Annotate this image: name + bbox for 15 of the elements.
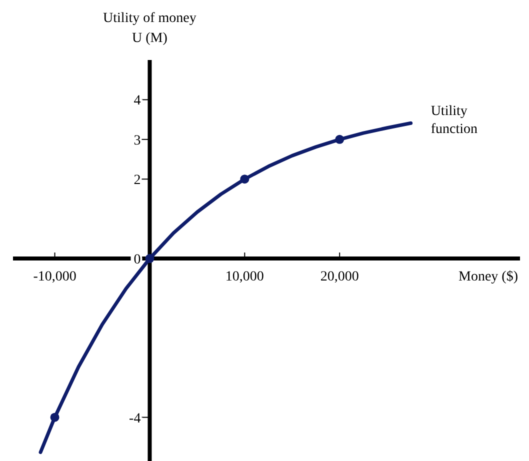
y-axis-title: Utility of money U (M) [103, 11, 196, 46]
point [335, 134, 344, 144]
x-tick-label: 20,000 [320, 270, 359, 285]
annotation: Utility function [430, 104, 478, 138]
y-tick-label: 2 [134, 173, 141, 188]
y-tick-label: 4 [134, 94, 141, 109]
point [240, 174, 250, 184]
y-tick-label: 3 [134, 133, 141, 148]
point [145, 254, 154, 264]
point [50, 412, 60, 422]
x-tick-label: -10,000 [33, 270, 76, 285]
x-tick-label: 10,000 [225, 270, 264, 285]
x-axis-title: Money ($) [458, 270, 518, 285]
y-tick-label: 0 [134, 252, 141, 268]
y-tick-label: -4 [129, 411, 141, 426]
